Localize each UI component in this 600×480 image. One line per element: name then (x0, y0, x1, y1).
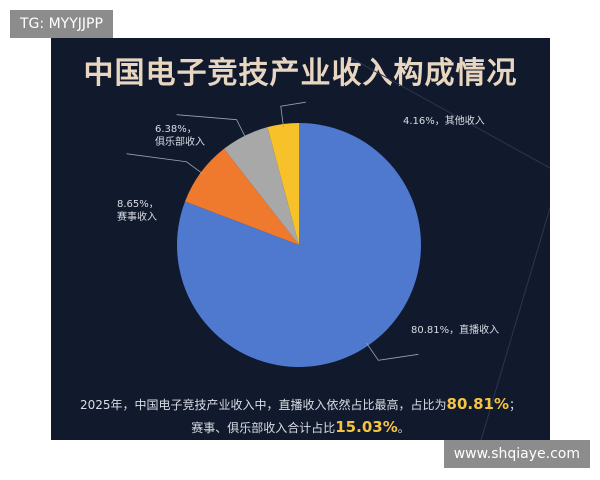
footer-text-2: 赛事、俱乐部收入合计占比 (191, 421, 336, 435)
watermark-top-left: TG: MYYJJPP (10, 10, 113, 38)
chart-panel: 中国电子竞技产业收入构成情况 4.16%，其他收入 6.38%， 俱乐部收入 8.… (51, 38, 550, 440)
label-event-value: 8.65%， (117, 199, 159, 210)
footer-line-2: 赛事、俱乐部收入合计占比15.03%。 (51, 418, 550, 436)
label-other: 4.16%，其他收入 (403, 116, 485, 127)
leader-line (280, 101, 306, 128)
label-live: 80.81%，直播收入 (411, 325, 500, 336)
label-event-name: 赛事收入 (117, 212, 157, 223)
label-club-name: 俱乐部收入 (155, 137, 205, 148)
pie-chart (126, 57, 550, 440)
slice-club (223, 127, 299, 245)
footer-value-1: 80.81% (446, 395, 509, 413)
label-club-value: 6.38%， (155, 124, 197, 135)
slice-event (185, 148, 299, 245)
leader-line (366, 342, 419, 361)
label-event: 8.65%， 赛事收入 (117, 198, 159, 224)
footer-line-1: 2025年，中国电子竞技产业收入中，直播收入依然占比最高，占比为80.81%； (51, 395, 550, 413)
slice-live (177, 123, 422, 368)
watermark-bottom-right: www.shqiaye.com (443, 440, 590, 468)
footer-end-2: 。 (397, 421, 410, 435)
slice-other (267, 123, 299, 245)
footer-end-1: ； (509, 398, 522, 412)
leader-line (126, 153, 204, 175)
label-club: 6.38%， 俱乐部收入 (155, 123, 205, 149)
footer-value-2: 15.03% (335, 418, 398, 436)
chart-title: 中国电子竞技产业收入构成情况 (83, 56, 518, 91)
leader-line (176, 114, 247, 139)
footer-text-1: 2025年，中国电子竞技产业收入中，直播收入依然占比最高，占比为 (79, 398, 447, 412)
